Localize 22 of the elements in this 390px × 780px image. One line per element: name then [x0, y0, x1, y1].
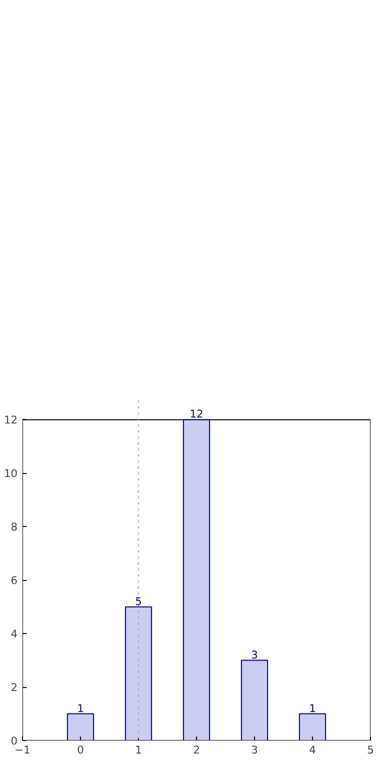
y-tick-label: 2 [10, 681, 18, 694]
bar [182, 419, 210, 740]
x-tick-label: 5 [367, 744, 374, 756]
x-tick-label: 4 [309, 744, 316, 756]
x-tick-label: 0 [77, 744, 84, 756]
data-label: 1 [77, 702, 84, 715]
bar [66, 713, 94, 740]
y-tick-label: 10 [4, 467, 18, 480]
bar [298, 713, 326, 740]
data-label: 5 [135, 594, 142, 608]
bar [240, 660, 268, 740]
bar [124, 606, 152, 740]
y-tick-label: 12 [4, 414, 18, 427]
y-tick-label: 6 [10, 574, 18, 588]
x-tick-label: 3 [251, 744, 258, 756]
data-label: 1 [309, 702, 316, 715]
x-tick-label: 1 [135, 744, 142, 756]
y-tick-label: 8 [10, 520, 18, 534]
data-label: 12 [190, 408, 204, 421]
x-tick-label: 2 [193, 744, 200, 756]
data-label: 3 [251, 648, 258, 662]
y-tick-label: 4 [10, 628, 18, 641]
